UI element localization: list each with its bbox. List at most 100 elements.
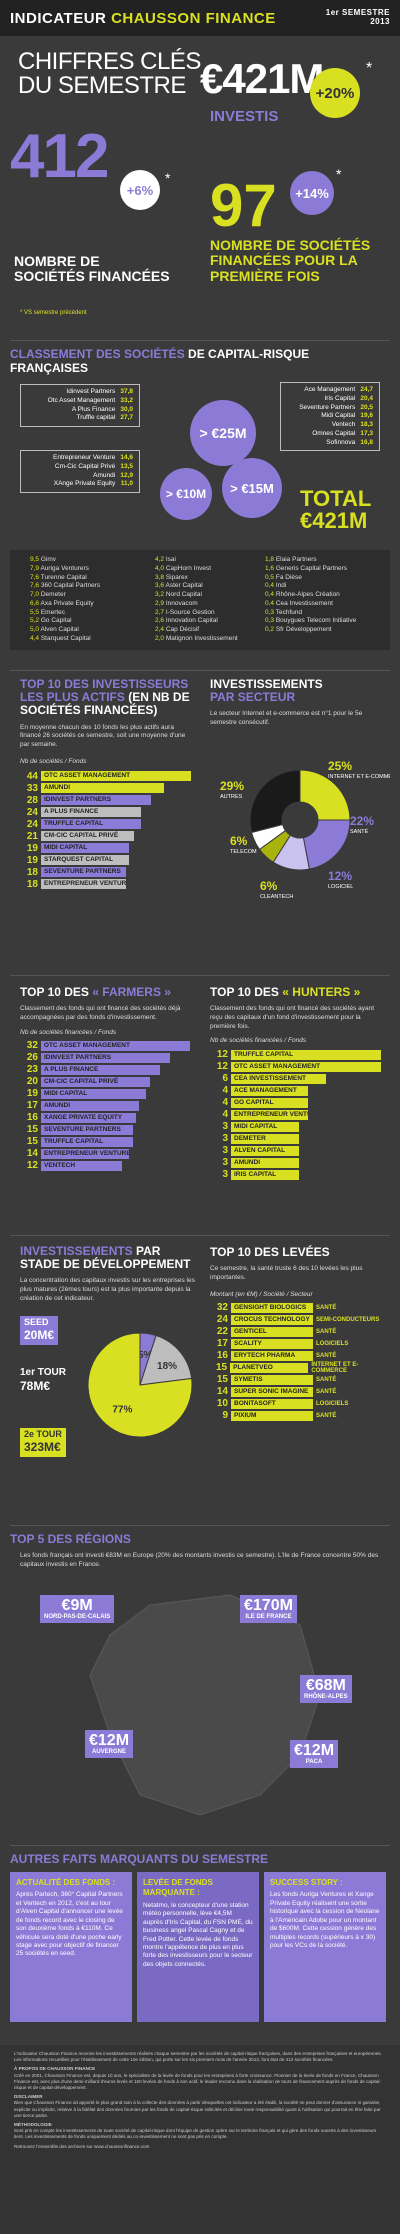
bar: IDINVEST PARTNERS <box>41 1052 171 1063</box>
footer-text: L'Indicateur Chausson Finance recense le… <box>14 2051 386 2151</box>
ranking-col-2: 4,2 Isai 4,0 CapHorn Invest 3,8 Siparex 3,6… <box>155 556 238 644</box>
ranking-entry: 9,5 Gimv <box>30 556 100 565</box>
ranking-title: CLASSEMENT DES SOCIÉTÉS DE CAPITAL-RISQU… <box>10 347 310 375</box>
farmers: TOP 10 DES « FARMERS » Classement des fo… <box>20 985 190 1172</box>
top-active-axis: Nb de sociétés / Fonds <box>20 757 87 765</box>
pie-slice <box>302 819 351 870</box>
bar: MIDI CAPITAL <box>41 1088 147 1099</box>
pie-label: TELECOM <box>230 849 257 855</box>
ranking-value: 2,9 <box>155 599 166 607</box>
bar-value: 33 <box>26 782 38 794</box>
bar-row: 19 STARQUEST CAPITAL <box>20 855 195 866</box>
bar-row: 6 CEA INVESTISSEMENT <box>210 1073 385 1084</box>
ranking-entry: 4,0 CapHorn Invest <box>155 565 238 574</box>
ranking-total: TOTAL €421M <box>300 486 372 533</box>
region-amount: €12M <box>89 1732 130 1749</box>
levee-row: 10 BONITASOFT LOGICIELS <box>210 1398 390 1409</box>
ranking-entry: 3,6 Aster Capital <box>155 582 238 591</box>
pie-percent: 25% <box>328 759 352 773</box>
bar-value: 12 <box>216 1061 228 1073</box>
region-box: €12M PACA <box>290 1740 339 1768</box>
ranking-entry: 3,8 Siparex <box>155 574 238 583</box>
bar-row: 19 MIDI CAPITAL <box>20 843 195 854</box>
bar-row: 12 OTC ASSET MANAGEMENT <box>210 1061 385 1072</box>
pie-label: LOGICIEL <box>328 884 353 890</box>
ranking-entry: 1,6 Generis Capital Partners <box>265 565 356 574</box>
region-amount: €68M <box>305 1677 346 1694</box>
invest-amount: €421M <box>200 55 324 102</box>
regions-section: TOP 5 DES RÉGIONS Les fonds français ont… <box>0 1525 400 1840</box>
bar: MIDI CAPITAL <box>231 1121 299 1132</box>
footer: L'Indicateur Chausson Finance recense le… <box>0 2045 400 2234</box>
region-name: PACA <box>305 1759 323 1765</box>
bar-row: 3 DEMETER <box>210 1133 385 1144</box>
ranking-name: Amundi <box>93 471 117 479</box>
first-growth-badge: +14% <box>290 171 334 215</box>
ranking-value: 0,4 <box>265 582 276 590</box>
top-active-bars: 44 OTC ASSET MANAGEMENT 33 AMUNDI 28 IDINVEST… <box>20 771 195 890</box>
ranking-entry: Cm-Cic Capital Privé 13,5 <box>27 463 133 472</box>
bar-value: 3 <box>222 1157 228 1169</box>
ranking-value: 17,3 <box>360 429 373 437</box>
bar: TRUFFLE CAPITAL <box>41 1136 133 1147</box>
ranking-name: Techfund <box>275 608 303 616</box>
bar-row: 12 TRUFFLE CAPITAL <box>210 1049 385 1060</box>
ranking-entry: 0,3 Bouygues Telecom Initiative <box>265 617 356 626</box>
ranking-value: 5,0 <box>30 626 41 634</box>
ranking-value: 33,2 <box>120 396 133 404</box>
pie-percent: 22% <box>350 814 374 828</box>
ranking-entry: 0,2 Sfr Développement <box>265 626 356 635</box>
levee-amount: 15 <box>216 1362 228 1374</box>
bar-value: 19 <box>26 842 38 854</box>
bar: AMUNDI <box>231 1157 299 1168</box>
bar: MIDI CAPITAL <box>41 843 129 854</box>
pie-label: AUTRES <box>220 794 243 800</box>
ranking-name: Seventure Partners <box>299 403 357 411</box>
bar-value: 17 <box>26 1100 38 1112</box>
bar-value: 15 <box>26 1136 38 1148</box>
levee-sector: LOGICIELS <box>316 1400 349 1407</box>
ranking-name: Cm-Cic Capital Privé <box>54 462 117 470</box>
region-name: NORD-PAS-DE-CALAIS <box>44 1614 111 1620</box>
hunters-axis: Nb de sociétés financées / Fonds <box>210 1037 307 1045</box>
footnote-star: * <box>366 60 373 77</box>
bar-value: 12 <box>26 1160 38 1172</box>
levee-row: 14 SUPER SONIC IMAGINE SANTÉ <box>210 1386 390 1397</box>
bar-value: 44 <box>26 770 38 782</box>
regions-text: Les fonds français ont investi €83M en E… <box>20 1552 379 1568</box>
bar-value: 4 <box>222 1097 228 1109</box>
ranking-name: Truffle capital <box>76 414 117 422</box>
ranking-value: 2,7 <box>155 608 166 616</box>
region-amount: €170M <box>244 1597 293 1614</box>
first-time-label: NOMBRE DE SOCIÉTÉS FINANCÉES POUR LA PREMI… <box>210 237 371 284</box>
ranking-entry: 6,6 Axa Private Equity <box>30 600 100 609</box>
farmers-axis: Nb de sociétés financées / Fonds <box>20 1028 117 1036</box>
levee-row: 22 GENTICEL SANTÉ <box>210 1326 390 1337</box>
bar: ENTREPRENEUR VENTURE <box>41 1148 130 1159</box>
bar-value: 24 <box>26 818 38 830</box>
bar-row: 18 SEVENTURE PARTNERS <box>20 867 195 878</box>
active-sector-section: TOP 10 DES INVESTISSEURS LES PLUS ACTIFS… <box>0 670 400 970</box>
bar-row: 28 IDINVEST PARTNERS <box>20 795 195 806</box>
ranking-entry: 0,4 Rhône-Alpes Création <box>265 591 356 600</box>
circle-25m: > €25M <box>190 400 256 466</box>
levee-row: 9 PIXIUM SANTÉ <box>210 1410 390 1421</box>
archives-link[interactable]: Retrouvez l'ensemble des archives sur ww… <box>14 2144 150 2150</box>
ranking-value: 3,2 <box>155 591 166 599</box>
sector-title: INVESTISSEMENTS PAR SECTEUR <box>210 677 323 705</box>
ranking-name: A Plus Finance <box>71 405 117 413</box>
ranking-entry: 4,2 Isai <box>155 556 238 565</box>
ranking-entry: 1,8 Elaia Partners <box>265 556 356 565</box>
bar-value: 3 <box>222 1133 228 1145</box>
levee-row: 16 ERYTECH PHARMA SANTÉ <box>210 1350 390 1361</box>
ranking-name: Elaia Partners <box>275 556 317 563</box>
ranking-name: Alven Capital <box>40 626 79 634</box>
box-right: Ace Management 24,7 Iris Capital 20,4 Seve… <box>280 382 380 452</box>
region-amount: €9M <box>61 1597 93 1614</box>
ranking-value: 2,6 <box>155 617 166 625</box>
bar: AMUNDI <box>41 783 164 794</box>
ranking-value: 14,6 <box>120 454 133 461</box>
bar: IDINVEST PARTNERS <box>41 795 151 806</box>
ranking-value: 7,6 <box>30 573 41 581</box>
pie-slice <box>249 769 301 833</box>
